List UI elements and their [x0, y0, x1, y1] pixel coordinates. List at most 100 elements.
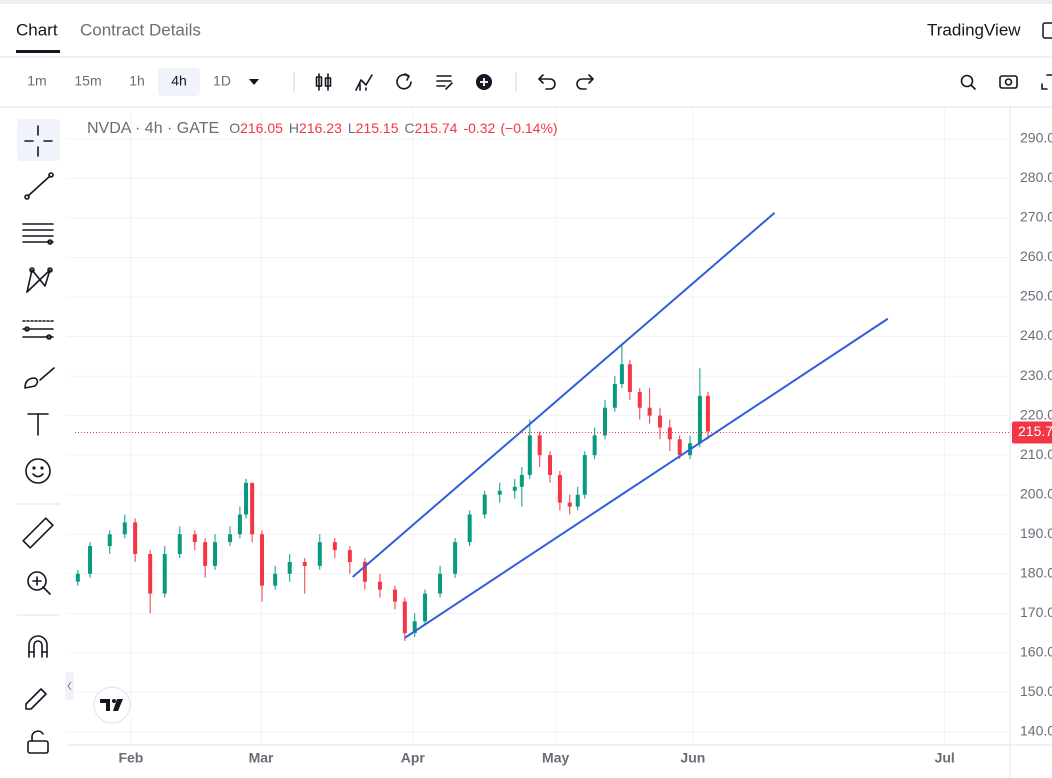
candle-body [412, 621, 417, 634]
magnet-tool[interactable] [28, 635, 48, 658]
brush-tool[interactable] [24, 367, 55, 389]
candle-body [317, 542, 322, 566]
candle-body [362, 561, 367, 582]
y-tick-label: 160.0 [1020, 644, 1052, 660]
legend-symbol: NVDA · 4h · GATE [87, 120, 219, 137]
collapse-tab[interactable] [65, 672, 74, 700]
lock-draw-tool[interactable] [25, 688, 47, 710]
legend-change: -0.32 [463, 120, 495, 136]
forecast-tool[interactable] [22, 320, 54, 340]
candle-body [347, 550, 352, 562]
lock-tool[interactable] [27, 730, 49, 754]
candle-body [260, 534, 264, 586]
candle-body [162, 554, 167, 594]
candle-body [612, 383, 617, 408]
emoji-tool[interactable] [25, 458, 51, 484]
brand[interactable]: TradingView [927, 20, 1021, 39]
interval-button[interactable]: 1h [129, 73, 145, 89]
interval-button[interactable]: 4h [171, 73, 187, 89]
redo-icon[interactable] [576, 74, 594, 90]
candle-body [619, 364, 624, 384]
collapse-arrow [67, 681, 72, 691]
last-price-box [1012, 421, 1052, 444]
popout-icon[interactable] [1042, 22, 1052, 39]
candle-body [705, 395, 710, 432]
legend-close: 215.74 [415, 120, 458, 136]
candle-body [302, 561, 307, 566]
plot: 140.0 150.0 160.0 170.0 180.0 190.0 200.0 210.0… [67, 108, 1052, 766]
candle-body [402, 601, 407, 634]
alerts-icon[interactable] [436, 75, 453, 90]
candle-body [332, 542, 337, 551]
text-tool[interactable] [27, 413, 49, 436]
candle-body [575, 494, 580, 507]
y-tick-label: 180.0 [1020, 564, 1052, 580]
trendline [404, 317, 889, 639]
candle-body [697, 395, 702, 444]
y-tick-label: 250.0 [1020, 288, 1052, 304]
y-tick-label: 240.0 [1020, 327, 1052, 343]
tv-logo[interactable] [93, 686, 131, 724]
interval-button[interactable]: 1m [27, 73, 46, 89]
interval-button[interactable]: 15m [74, 73, 101, 89]
legend-o: O [229, 120, 240, 136]
top-strip [0, 0, 1052, 4]
x-tick-label: May [542, 750, 569, 766]
y-tick-label: 220.0 [1020, 406, 1052, 422]
y-tick-label: 200.0 [1020, 485, 1052, 501]
x-tick-label: Jun [680, 750, 705, 766]
candle-body [244, 482, 249, 515]
candle-body [148, 554, 153, 594]
candle-body [512, 486, 517, 491]
undo-icon[interactable] [538, 74, 556, 90]
indicators-icon[interactable] [355, 74, 373, 91]
zoom-tool[interactable] [27, 571, 51, 595]
candle-body [667, 427, 672, 440]
tab-chart[interactable]: Chart [16, 20, 58, 39]
y-tick-label: 150.0 [1020, 683, 1052, 699]
candle-body [592, 435, 597, 456]
candle-body [203, 542, 208, 566]
add-icon[interactable] [476, 74, 492, 90]
interval-active-bg [158, 68, 200, 96]
candle-body [497, 490, 502, 495]
candle-body [602, 407, 607, 436]
replay-icon[interactable] [396, 73, 412, 90]
candle-body [287, 561, 292, 574]
fib-tool[interactable] [22, 223, 54, 245]
search-icon[interactable] [960, 74, 976, 90]
legend-h: H [289, 120, 299, 136]
candle-body [582, 455, 587, 495]
candle-body [438, 573, 443, 594]
trendline [352, 212, 776, 578]
pattern-tool[interactable] [26, 267, 53, 293]
y-tick-label: 140.0 [1020, 723, 1052, 739]
candle-body [557, 474, 562, 503]
candle-body [122, 522, 127, 535]
tab-underline [16, 50, 60, 53]
trendline-tool[interactable] [24, 172, 54, 200]
y-tick-label: 170.0 [1020, 604, 1052, 620]
tab-contract-details[interactable]: Contract Details [80, 20, 201, 39]
candle-body [250, 482, 255, 535]
tool-active-bg [17, 119, 60, 161]
candle-body [213, 542, 218, 566]
legend-high: 216.23 [299, 120, 342, 136]
snapshot-icon[interactable] [999, 75, 1018, 89]
legend-open: 216.05 [240, 120, 283, 136]
measure-tool[interactable] [22, 517, 54, 549]
candle-body [88, 546, 93, 574]
candle-body [527, 435, 532, 475]
candles-icon[interactable] [315, 73, 332, 91]
candle-body [467, 514, 472, 543]
candle-body [637, 391, 642, 408]
fullscreen-icon[interactable] [1041, 74, 1052, 90]
x-tick-label: Apr [401, 750, 426, 766]
candle-body [567, 502, 572, 507]
legend-change-pct: (−0.14%) [500, 120, 557, 136]
crosshair-tool[interactable] [24, 125, 53, 157]
interval-dropdown [249, 79, 259, 85]
candle-body [237, 514, 242, 535]
interval-button[interactable]: 1D [213, 73, 231, 89]
